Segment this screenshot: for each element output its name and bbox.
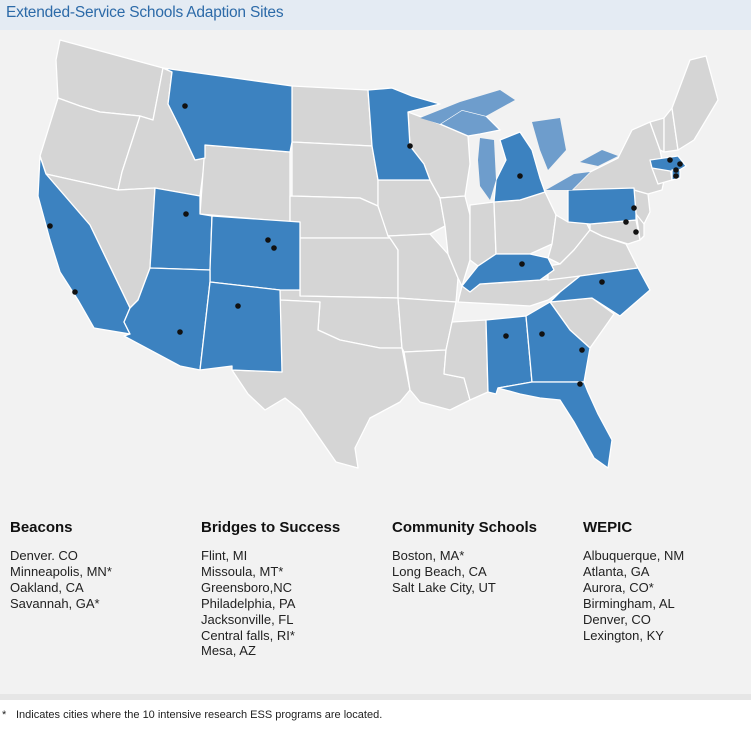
city-item: Missoula, MT* [201, 563, 284, 579]
city-item: Aurora, CO* [583, 579, 654, 595]
city-item: Flint, MI [201, 548, 248, 563]
city-item: Savannah, GA* [10, 595, 100, 611]
footer-divider [0, 694, 751, 700]
city-dot-albuquerque [235, 303, 241, 309]
city-dot-atlanta [539, 331, 545, 337]
city-dot-central-falls [673, 173, 679, 179]
page-title: Extended-Service Schools Adaption Sites [6, 4, 284, 21]
state-nc [549, 267, 651, 317]
city-dot-oakland [47, 223, 53, 229]
city-dot-flint [517, 173, 523, 179]
city-item: Boston, MA* [392, 548, 465, 563]
footnote-symbol: * [2, 709, 7, 721]
title-bar: Extended-Service Schools Adaption Sites [0, 0, 751, 30]
us-map [37, 39, 719, 469]
state-fl [497, 381, 613, 469]
city-dot-md-1 [623, 219, 629, 225]
city-item: Birmingham, AL [583, 595, 675, 611]
state-nm [199, 281, 283, 373]
city-dot-greensboro [599, 279, 605, 285]
city-item: Albuquerque, NM [583, 548, 685, 563]
city-dot-boston-1 [667, 157, 673, 163]
city-item: Philadelphia, PA [201, 595, 296, 611]
city-item: Long Beach, CA [392, 563, 487, 579]
lake-huron [532, 118, 566, 170]
program-name: WEPIC [583, 519, 633, 536]
footnote: * Indicates cities where the 10 intensive… [2, 709, 382, 721]
lake-superior [420, 90, 515, 124]
state-tx [231, 299, 411, 469]
city-dot-md-2 [633, 229, 639, 235]
city-item: Greensboro,NC [201, 579, 293, 595]
lake-ontario [580, 150, 618, 166]
city-item: Atlanta, GA [583, 563, 650, 579]
state-ks [299, 237, 399, 299]
program-name: Community Schools [392, 519, 538, 536]
city-item: Jacksonville, FL [201, 611, 294, 627]
city-dot-missoula [182, 103, 188, 109]
city-dot-savannah [579, 347, 585, 353]
city-dot-lexington [519, 261, 525, 267]
city-dot-birmingham [503, 333, 509, 339]
legend-bridges-to-success: Bridges to Success Flint, MI Missoula, M… [201, 519, 381, 659]
city-item: Denver. CO [10, 548, 78, 563]
city-dot-minneapolis [407, 143, 413, 149]
program-name: Beacons [10, 519, 73, 536]
state-ky [461, 253, 555, 293]
state-az [123, 267, 211, 371]
state-ny [571, 121, 666, 195]
state-nd [291, 85, 373, 147]
lake-michigan [478, 138, 496, 200]
city-dot-long-beach [72, 289, 78, 295]
city-dot-boston-2 [677, 161, 683, 167]
city-item: Lexington, KY [583, 627, 664, 643]
city-item: Minneapolis, MN* [10, 563, 112, 579]
city-item: Mesa, AZ [201, 643, 256, 659]
city-dot-philadelphia [631, 205, 637, 211]
legend-community-schools: Community Schools Boston, MA* Long Beach… [392, 519, 572, 596]
city-item: Denver, CO [583, 611, 651, 627]
state-ca [37, 155, 131, 335]
city-dot-mesa [177, 329, 183, 335]
city-dot-denver [265, 237, 271, 243]
footnote-text: Indicates cities where the 10 intensive … [16, 709, 383, 721]
state-me [671, 55, 719, 151]
city-item: Oakland, CA [10, 579, 84, 595]
state-mi [493, 131, 546, 203]
legend-wepic: WEPIC Albuquerque, NM Atlanta, GA Aurora… [583, 519, 751, 643]
city-item: Salt Lake City, UT [392, 579, 496, 595]
city-dot-aurora [271, 245, 277, 251]
city-dot-jacksonville [577, 381, 583, 387]
city-item: Central falls, RI* [201, 627, 295, 643]
legend-beacons: Beacons Denver. CO Minneapolis, MN* Oakl… [10, 519, 190, 612]
lake-erie [546, 172, 590, 190]
state-pa [567, 187, 637, 225]
state-co [209, 215, 301, 291]
city-dot-boston-3 [673, 167, 679, 173]
program-name: Bridges to Success [201, 519, 341, 536]
state-al [485, 315, 533, 395]
state-mt [162, 67, 293, 161]
city-dot-salt-lake [183, 211, 189, 217]
state-wy [199, 144, 291, 223]
